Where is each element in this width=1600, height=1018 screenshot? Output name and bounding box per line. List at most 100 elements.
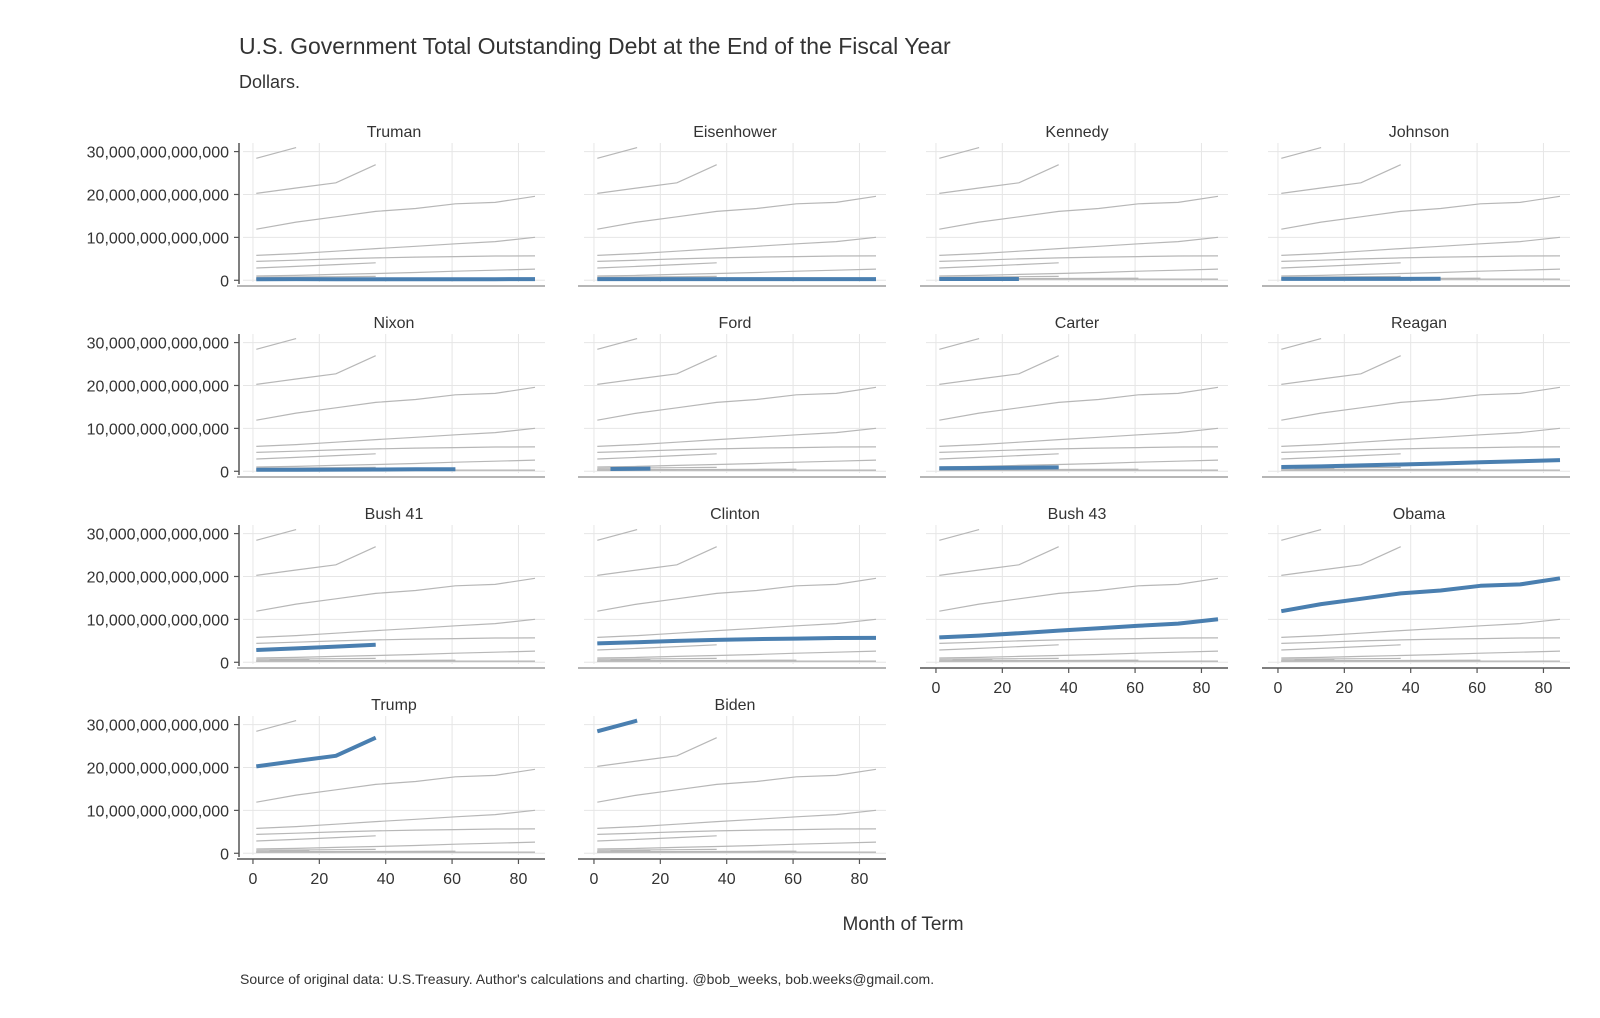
panel-trump: Trump 0 10,000,000,000,000 20,000,000,000,0… <box>87 697 545 888</box>
background-line-bush-41 <box>597 262 717 269</box>
x-tick-label: 40 <box>1402 680 1420 697</box>
panel-carter: Carter <box>920 315 1228 478</box>
x-tick-label: 0 <box>1274 680 1283 697</box>
panel-title: Johnson <box>1389 124 1450 141</box>
x-tick-label: 40 <box>1060 680 1078 697</box>
chart-title: U.S. Government Total Outstanding Debt a… <box>239 33 951 59</box>
background-line-reagan <box>1281 650 1561 659</box>
background-line-nixon <box>597 659 797 662</box>
x-tick-label: 20 <box>1335 680 1353 697</box>
panel-bush-43: Bush 43 0 20 40 60 80 <box>920 506 1228 697</box>
background-line-bush-41 <box>939 644 1059 651</box>
background-line-biden <box>256 529 297 541</box>
facet-panels: Truman 0 10,000,000,000,000 20,000,000,000,… <box>87 124 1570 888</box>
x-tick-label: 0 <box>249 871 258 888</box>
x-tick-label: 80 <box>851 871 869 888</box>
background-line-clinton <box>597 446 877 453</box>
background-line-bush-41 <box>256 453 376 460</box>
background-line-carter <box>1281 657 1401 660</box>
background-line-obama <box>597 195 877 230</box>
background-line-bush-43 <box>256 809 536 829</box>
background-line-trump <box>597 737 717 767</box>
background-line-carter <box>256 848 376 851</box>
series-line-reagan <box>1281 458 1561 469</box>
panel-truman: Truman 0 10,000,000,000,000 20,000,000,000,… <box>87 124 545 290</box>
series-line-obama <box>1280 576 1561 614</box>
background-line-reagan <box>939 268 1219 277</box>
y-tick-label: 10,000,000,000,000 <box>87 421 229 438</box>
background-line-reagan <box>597 841 877 850</box>
panel-title: Kennedy <box>1045 124 1108 141</box>
x-tick-label: 20 <box>993 680 1011 697</box>
background-line-nixon <box>939 659 1139 662</box>
panel-eisenhower: Eisenhower <box>578 124 886 287</box>
panel-title: Reagan <box>1391 315 1447 332</box>
y-tick-label: 0 <box>220 655 229 672</box>
background-line-clinton <box>1281 446 1561 453</box>
background-line-trump <box>1281 355 1401 385</box>
background-line-obama <box>256 386 536 421</box>
x-tick-label: 40 <box>377 871 395 888</box>
background-line-clinton <box>939 446 1219 453</box>
background-line-reagan <box>597 268 877 277</box>
background-line-bush-41 <box>597 835 717 842</box>
background-line-nixon <box>256 850 456 853</box>
background-line-obama <box>597 768 877 803</box>
panel-nixon: Nixon 0 10,000,000,000,000 20,000,000,000,0… <box>87 315 545 481</box>
background-line-reagan <box>597 459 877 468</box>
y-tick-label: 30,000,000,000,000 <box>87 718 229 735</box>
series-line-bush-43 <box>939 617 1219 640</box>
panel-title: Clinton <box>710 506 760 523</box>
background-line-bush-43 <box>597 236 877 256</box>
background-line-clinton <box>597 255 877 262</box>
panel-title: Eisenhower <box>693 124 777 141</box>
background-line-biden <box>597 147 638 159</box>
background-line-bush-43 <box>597 809 877 829</box>
series-line-trump <box>256 735 377 769</box>
background-line-bush-43 <box>256 618 536 638</box>
series-line-biden <box>596 718 638 734</box>
panel-title: Bush 43 <box>1048 506 1107 523</box>
series-line-bush-41 <box>256 642 376 652</box>
x-tick-label: 40 <box>718 871 736 888</box>
x-tick-label: 0 <box>932 680 941 697</box>
y-tick-label: 20,000,000,000,000 <box>87 569 229 586</box>
background-line-bush-43 <box>1281 427 1561 447</box>
background-line-bush-43 <box>256 427 536 447</box>
background-line-bush-43 <box>256 236 536 256</box>
x-tick-label: 60 <box>1468 680 1486 697</box>
background-line-trump <box>256 164 376 194</box>
panel-title: Nixon <box>374 315 415 332</box>
x-tick-label: 0 <box>590 871 599 888</box>
background-line-clinton <box>256 637 536 644</box>
background-line-bush-43 <box>1281 618 1561 638</box>
background-line-clinton <box>939 637 1219 644</box>
background-line-nixon <box>1281 468 1481 471</box>
background-line-bush-41 <box>597 644 717 651</box>
x-tick-label: 60 <box>784 871 802 888</box>
panel-clinton: Clinton <box>578 506 886 669</box>
background-line-obama <box>597 386 877 421</box>
background-line-reagan <box>256 841 536 850</box>
background-line-nixon <box>1281 659 1481 662</box>
background-line-obama <box>256 768 536 803</box>
x-tick-label: 60 <box>443 871 461 888</box>
background-line-clinton <box>256 828 536 835</box>
series-line-carter <box>939 465 1059 471</box>
background-line-bush-41 <box>597 453 717 460</box>
background-line-obama <box>1281 386 1561 421</box>
y-tick-label: 0 <box>220 273 229 290</box>
series-line-clinton <box>597 635 877 646</box>
background-line-reagan <box>256 268 536 277</box>
panel-title: Truman <box>367 124 422 141</box>
background-line-nixon <box>256 659 456 662</box>
background-line-reagan <box>597 650 877 659</box>
background-line-bush-43 <box>597 618 877 638</box>
background-line-biden <box>256 338 297 350</box>
background-line-obama <box>939 577 1219 612</box>
background-line-carter <box>597 848 717 851</box>
panel-obama: Obama 0 20 40 60 80 <box>1262 506 1570 697</box>
background-line-clinton <box>597 828 877 835</box>
y-tick-label: 10,000,000,000,000 <box>87 803 229 820</box>
